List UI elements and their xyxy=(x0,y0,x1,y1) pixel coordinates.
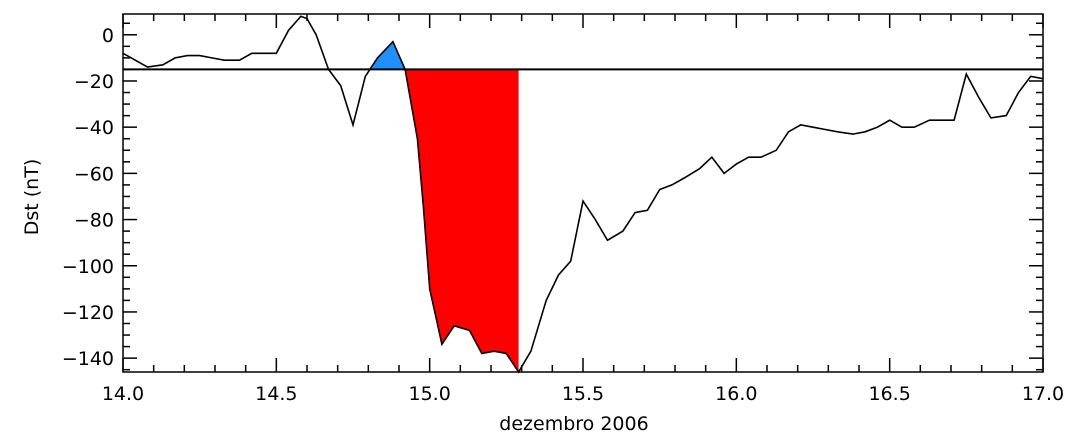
x-tick-label: 14.0 xyxy=(102,383,144,405)
plot-border xyxy=(122,13,1044,373)
y-axis-title: Dst (nT) xyxy=(21,159,43,236)
x-tick-label: 16.5 xyxy=(869,383,911,405)
x-axis-title: dezembro 2006 xyxy=(499,413,648,435)
y-tick-label: −120 xyxy=(62,302,114,324)
y-tick-label: −40 xyxy=(74,117,114,139)
x-tick-label: 15.5 xyxy=(562,383,604,405)
axis-ticks xyxy=(122,14,1044,372)
x-tick-label: 14.5 xyxy=(255,383,297,405)
y-tick-label: −140 xyxy=(62,348,114,370)
y-tick-label: −80 xyxy=(74,210,114,232)
shaded-region-0 xyxy=(371,41,406,70)
shaded-region-1 xyxy=(405,69,519,373)
plot-frame xyxy=(122,13,1044,373)
y-tick-label: 0 xyxy=(102,25,114,47)
y-tick-label: −20 xyxy=(74,71,114,93)
series-lines xyxy=(122,15,1044,374)
x-tick-label: 16.0 xyxy=(715,383,757,405)
shaded-regions xyxy=(371,41,519,373)
tick-labels: 14.0 14.5 15.0 15.5 16.0 16.5 17.0 0 −20 −40 −60 −8… xyxy=(62,25,1064,405)
x-tick-label: 17.0 xyxy=(1022,383,1064,405)
y-tick-label: −60 xyxy=(74,163,114,185)
y-tick-label: −100 xyxy=(62,256,114,278)
series-line xyxy=(122,15,1044,374)
x-tick-label: 15.0 xyxy=(409,383,451,405)
